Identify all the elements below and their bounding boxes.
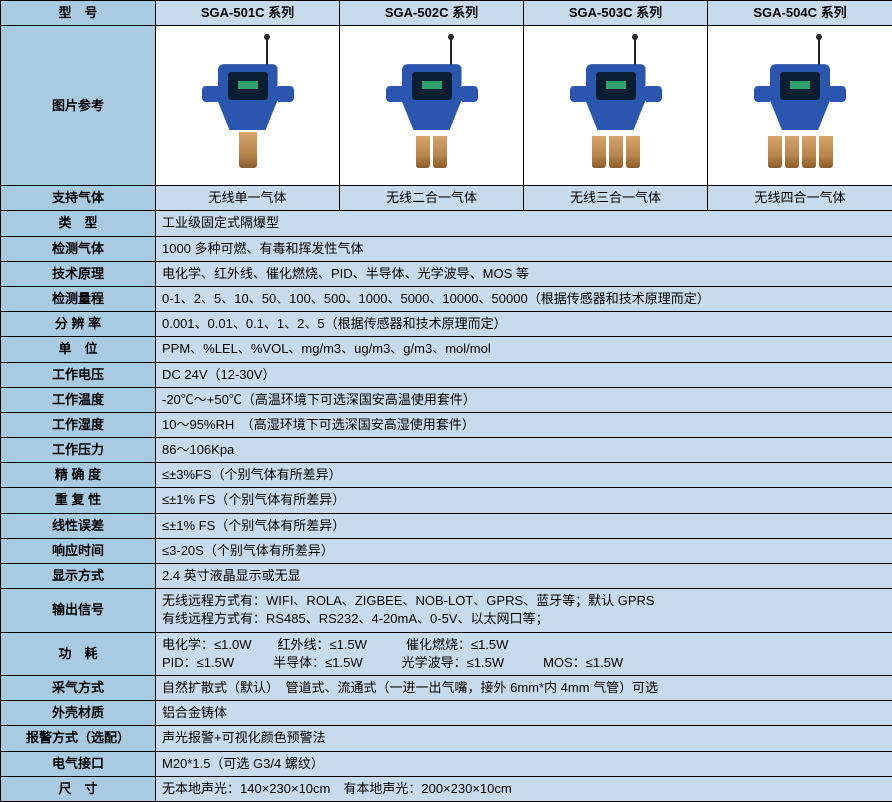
model-col-0: SGA-501C 系列	[156, 1, 340, 26]
device-icon	[382, 38, 482, 168]
spec-label-5: 单 位	[1, 337, 156, 362]
device-icon	[198, 38, 298, 168]
spec-value-5: PPM、%LEL、%VOL、mg/m3、ug/m3、g/m3、mol/mol	[156, 337, 892, 362]
label-gas: 支持气体	[1, 186, 156, 211]
spec-value-17: 自然扩散式（默认） 管道式、流通式（一进一出气嘴，接外 6mm*内 4mm 气管…	[156, 675, 892, 700]
spec-value-2: 电化学、红外线、催化燃烧、PID、半导体、光学波导、MOS 等	[156, 261, 892, 286]
spec-value-21: 无本地声光：140×230×10cm 有本地声光：200×230×10cm	[156, 776, 892, 801]
spec-value-11: ≤±1% FS（个别气体有所差异）	[156, 488, 892, 513]
spec-label-21: 尺 寸	[1, 776, 156, 801]
spec-value-7: -20℃～+50℃（高温环境下可选深国安高温使用套件）	[156, 387, 892, 412]
spec-label-0: 类 型	[1, 211, 156, 236]
spec-label-12: 线性误差	[1, 513, 156, 538]
spec-label-11: 重 复 性	[1, 488, 156, 513]
spec-label-18: 外壳材质	[1, 701, 156, 726]
product-image-1	[340, 26, 524, 186]
gas-value-2: 无线三合一气体	[524, 186, 708, 211]
spec-label-19: 报警方式（选配）	[1, 726, 156, 751]
spec-label-2: 技术原理	[1, 261, 156, 286]
spec-label-6: 工作电压	[1, 362, 156, 387]
device-icon	[750, 38, 850, 168]
spec-value-1: 1000 多种可燃、有毒和挥发性气体	[156, 236, 892, 261]
spec-label-1: 检测气体	[1, 236, 156, 261]
spec-value-12: ≤±1% FS（个别气体有所差异）	[156, 513, 892, 538]
spec-value-20: M20*1.5（可选 G3/4 螺纹）	[156, 751, 892, 776]
spec-label-9: 工作压力	[1, 438, 156, 463]
spec-label-8: 工作湿度	[1, 412, 156, 437]
spec-value-13: ≤3-20S（个别气体有所差异）	[156, 538, 892, 563]
gas-value-0: 无线单一气体	[156, 186, 340, 211]
spec-label-16: 功 耗	[1, 632, 156, 675]
spec-value-10: ≤±3%FS（个别气体有所差异）	[156, 463, 892, 488]
spec-label-20: 电气接口	[1, 751, 156, 776]
spec-value-14: 2.4 英寸液晶显示或无显	[156, 564, 892, 589]
model-col-1: SGA-502C 系列	[340, 1, 524, 26]
spec-value-0: 工业级固定式隔爆型	[156, 211, 892, 236]
spec-value-6: DC 24V（12-30V）	[156, 362, 892, 387]
spec-value-8: 10～95%RH （高湿环境下可选深国安高湿使用套件）	[156, 412, 892, 437]
spec-label-3: 检测量程	[1, 286, 156, 311]
spec-label-4: 分 辨 率	[1, 312, 156, 337]
product-image-3	[708, 26, 892, 186]
spec-value-9: 86～106Kpa	[156, 438, 892, 463]
device-icon	[566, 38, 666, 168]
spec-value-18: 铝合金铸体	[156, 701, 892, 726]
gas-value-1: 无线二合一气体	[340, 186, 524, 211]
label-image: 图片参考	[1, 26, 156, 186]
model-col-3: SGA-504C 系列	[708, 1, 892, 26]
spec-label-17: 采气方式	[1, 675, 156, 700]
spec-label-14: 显示方式	[1, 564, 156, 589]
spec-value-15: 无线远程方式有：WIFI、ROLA、ZIGBEE、NOB-LOT、GPRS、蓝牙…	[156, 589, 892, 632]
spec-value-4: 0.001、0.01、0.1、1、2、5（根据传感器和技术原理而定）	[156, 312, 892, 337]
model-col-2: SGA-503C 系列	[524, 1, 708, 26]
product-image-2	[524, 26, 708, 186]
spec-value-19: 声光报警+可视化颜色预警法	[156, 726, 892, 751]
spec-value-16: 电化学：≤1.0W 红外线：≤1.5W 催化燃烧：≤1.5WPID：≤1.5W …	[156, 632, 892, 675]
spec-label-7: 工作温度	[1, 387, 156, 412]
spec-label-13: 响应时间	[1, 538, 156, 563]
spec-value-3: 0-1、2、5、10、50、100、500、1000、5000、10000、50…	[156, 286, 892, 311]
header-model: 型 号	[1, 1, 156, 26]
spec-label-10: 精 确 度	[1, 463, 156, 488]
product-image-0	[156, 26, 340, 186]
spec-table: 型 号SGA-501C 系列SGA-502C 系列SGA-503C 系列SGA-…	[0, 0, 892, 802]
spec-label-15: 输出信号	[1, 589, 156, 632]
gas-value-3: 无线四合一气体	[708, 186, 892, 211]
